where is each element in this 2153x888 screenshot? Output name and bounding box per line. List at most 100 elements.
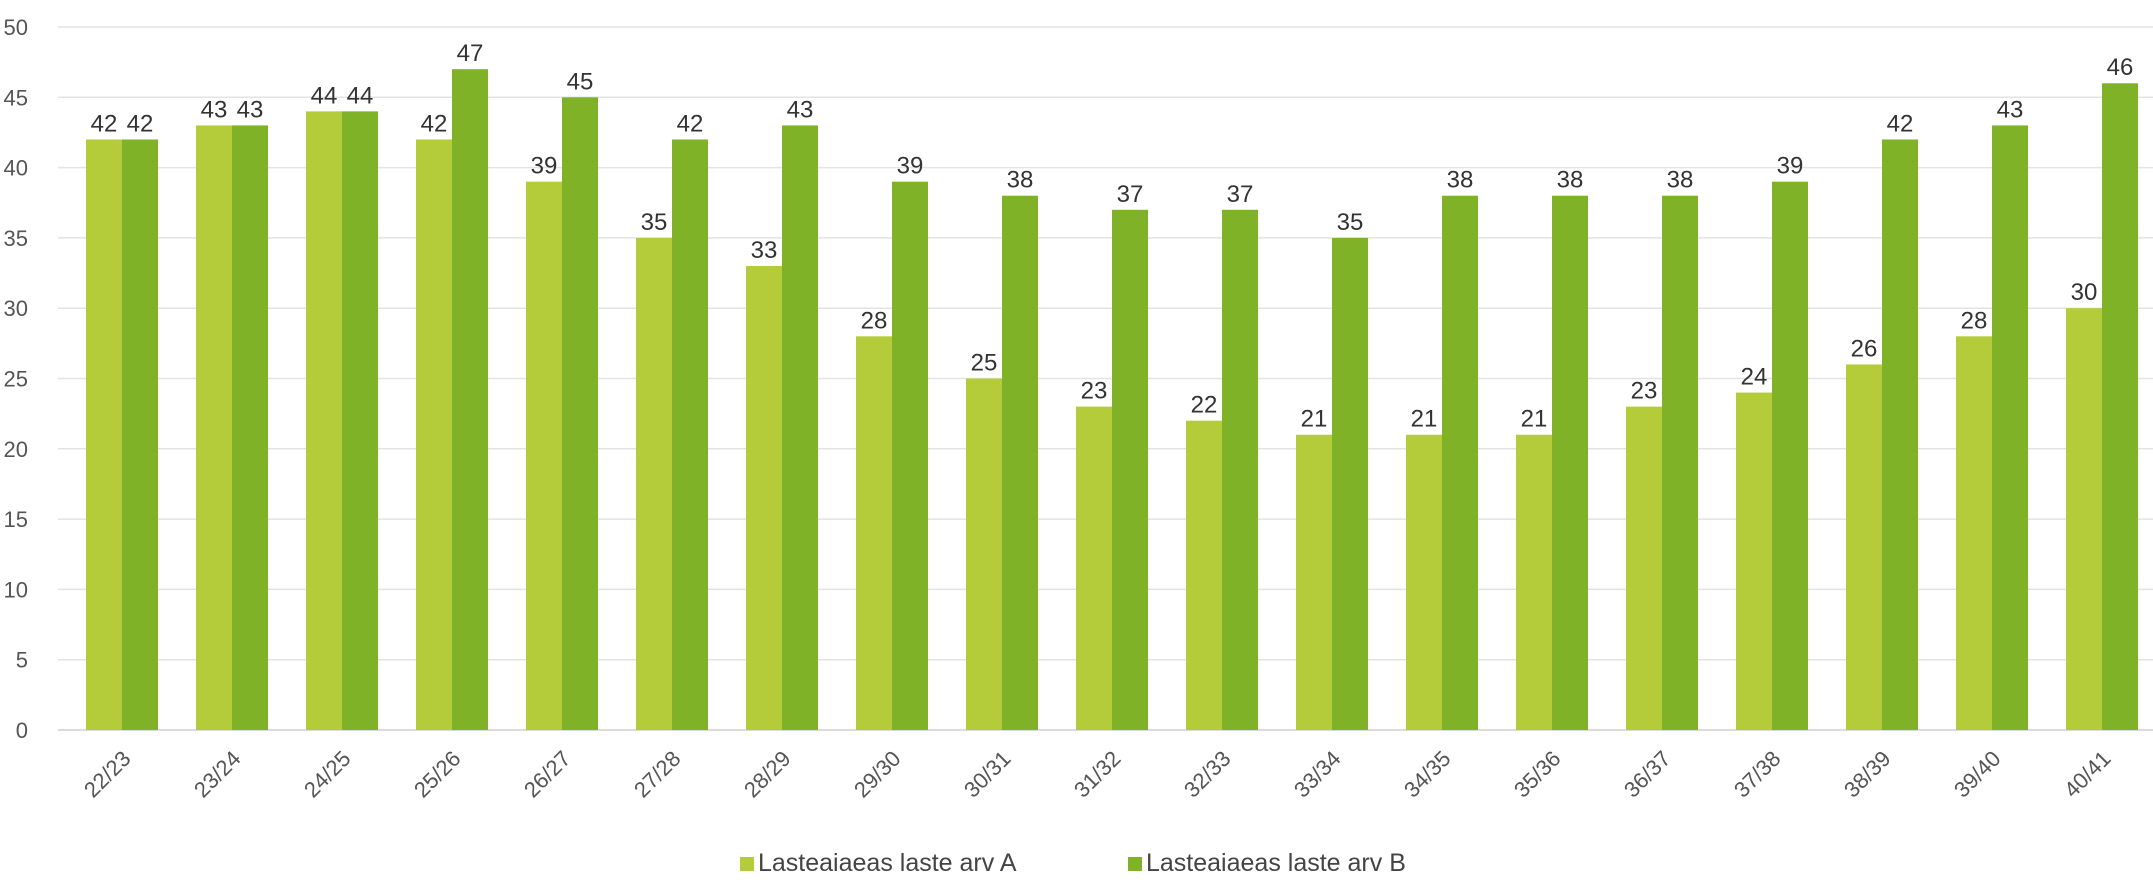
data-label-series-b: 46 [2107,54,2134,81]
x-tick-label: 39/40 [1949,746,2006,803]
bar-series-b [1222,209,1258,730]
data-label-series-b: 47 [457,40,484,67]
y-tick-label: 35 [4,226,28,251]
y-tick-label: 40 [4,156,28,181]
bar-series-a [1626,406,1662,730]
bar-series-b [1442,195,1478,731]
x-tick-label: 34/35 [1399,746,1456,803]
bar-series-a [1296,434,1332,730]
data-label-series-a: 26 [1851,335,1878,362]
data-label-series-a: 21 [1411,406,1438,433]
data-label-series-b: 45 [567,68,594,95]
bar-series-b [342,111,378,731]
data-label-series-b: 44 [347,82,374,109]
legend: Lasteaiaeas laste arv A Lasteaiaeas last… [740,849,1406,877]
bar-series-b [1332,237,1368,730]
bar-series-a [196,125,232,731]
data-label-series-a: 43 [201,96,228,123]
legend-swatch-series-a [740,857,754,871]
x-tick-label: 35/36 [1509,746,1566,803]
y-tick-label: 50 [4,15,28,40]
bar-series-b [1882,139,1918,731]
bar-series-a [1516,434,1552,730]
y-tick-label: 10 [4,577,28,602]
x-tick-label: 29/30 [849,746,906,803]
data-label-series-a: 42 [421,110,448,137]
data-label-series-a: 44 [311,82,338,109]
data-label-series-a: 28 [1961,307,1988,334]
data-label-series-b: 39 [1777,153,1804,180]
x-tick-label: 23/24 [189,746,246,803]
x-tick-label: 33/34 [1289,746,1346,803]
bar-series-a [1736,392,1772,730]
x-tick-label: 38/39 [1839,746,1896,803]
bar-series-a [86,139,122,731]
data-label-series-a: 33 [751,237,778,264]
bar-series-b [782,125,818,731]
bar-series-a [306,111,342,731]
data-label-series-a: 22 [1191,392,1218,419]
bar-series-a [1846,364,1882,730]
x-tick-label: 36/37 [1619,746,1676,803]
data-label-series-b: 43 [787,96,814,123]
data-label-series-a: 23 [1631,378,1658,405]
bar-series-b [672,139,708,731]
data-label-series-b: 42 [677,110,704,137]
bar-series-a [526,181,562,730]
data-label-series-b: 38 [1447,167,1474,194]
bar-series-b [2102,83,2138,731]
data-label-series-b: 42 [127,110,154,137]
bar-series-a [1076,406,1112,730]
bar-series-b [232,125,268,731]
y-tick-label: 15 [4,507,28,532]
data-label-series-b: 38 [1557,167,1584,194]
y-tick-label: 45 [4,85,28,110]
data-label-series-b: 43 [1997,96,2024,123]
x-tick-label: 40/41 [2059,746,2116,803]
bar-series-a [1406,434,1442,730]
legend-label-series-b: Lasteaiaeas laste arv B [1146,849,1406,877]
bar-series-b [1992,125,2028,731]
x-tick-label: 28/29 [739,746,796,803]
data-label-series-a: 24 [1741,364,1768,391]
data-label-series-b: 42 [1887,110,1914,137]
x-tick-label: 24/25 [299,746,356,803]
y-tick-label: 20 [4,437,28,462]
legend-label-series-a: Lasteaiaeas laste arv A [758,849,1017,877]
y-axis-tick-labels: 0 5 10 15 20 25 30 35 40 45 50 [4,15,28,743]
y-tick-label: 25 [4,367,28,392]
data-label-series-a: 21 [1521,406,1548,433]
legend-swatch-series-b [1128,857,1142,871]
data-label-series-b: 37 [1227,181,1254,208]
data-label-series-b: 43 [237,96,264,123]
bar-series-b [892,181,928,730]
bar-series-b [1112,209,1148,730]
x-tick-label: 30/31 [959,746,1016,803]
bar-series-b [452,69,488,731]
data-label-series-b: 37 [1117,181,1144,208]
bar-series-a [636,237,672,730]
x-tick-label: 27/28 [629,746,686,803]
x-tick-label: 25/26 [409,746,466,803]
data-label-series-a: 30 [2071,279,2098,306]
data-label-series-b: 39 [897,153,924,180]
bar-series-a [966,378,1002,730]
y-tick-label: 30 [4,296,28,321]
x-tick-label: 26/27 [519,746,576,803]
bar-series-a [2066,308,2102,730]
data-label-series-b: 35 [1337,209,1364,236]
bar-series-b [1552,195,1588,731]
bar-series-b [1772,181,1808,730]
bars [86,69,2138,731]
bar-series-b [122,139,158,731]
data-label-series-a: 39 [531,153,558,180]
data-label-series-b: 38 [1667,167,1694,194]
data-label-series-b: 38 [1007,167,1034,194]
bar-series-a [416,139,452,731]
bar-series-a [746,266,782,730]
x-axis-tick-labels: 22/23 23/24 24/25 25/26 26/27 27/28 28/29 29/30… [79,746,2116,803]
data-label-series-a: 42 [91,110,118,137]
bar-series-a [1186,420,1222,730]
